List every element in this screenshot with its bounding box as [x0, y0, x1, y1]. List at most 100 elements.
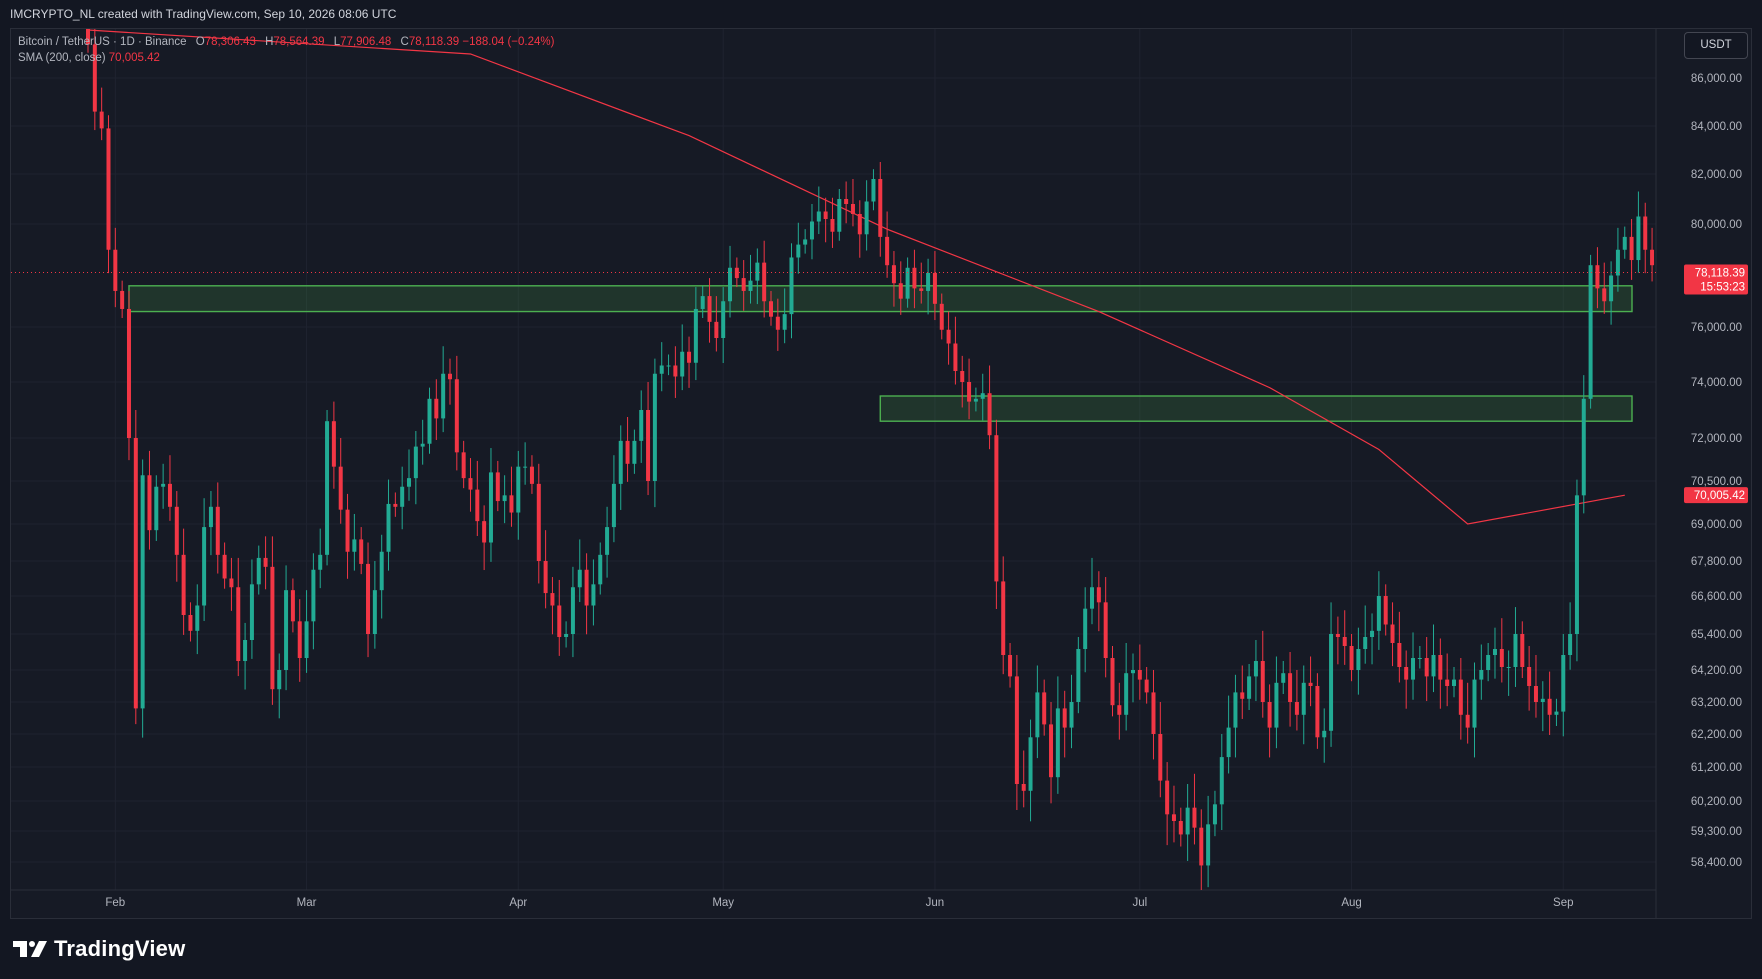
x-tick-label: Jun [926, 897, 945, 909]
candle-bullish [659, 342, 664, 392]
candle-bearish [529, 455, 534, 494]
candle-bearish [987, 365, 992, 450]
bar-countdown: 15:53:23 [1700, 281, 1745, 293]
candle-body [488, 472, 493, 543]
candle-body [693, 308, 698, 363]
candle-body [550, 593, 555, 606]
candle-body [1042, 692, 1047, 725]
candle-bullish [755, 248, 760, 305]
candle-bearish [1260, 630, 1265, 718]
candle-body [529, 466, 534, 484]
candle-body [652, 373, 657, 481]
candle-body [796, 244, 801, 258]
candle-body [1376, 596, 1381, 631]
candle-body [659, 365, 664, 374]
candle-body [1411, 658, 1416, 680]
candle-bearish [1499, 618, 1504, 683]
candle-body [728, 267, 733, 302]
candle-bullish [905, 257, 910, 308]
candle-body [721, 301, 726, 338]
candle-bearish [967, 358, 972, 420]
candle-body [379, 551, 384, 591]
candle-bearish [1397, 611, 1402, 683]
legend-indicator-value: 70,005.42 [108, 52, 160, 64]
candle-body [120, 290, 125, 309]
candle-bullish [1226, 695, 1231, 774]
candle-body [133, 438, 138, 709]
candle-body [393, 503, 398, 507]
candle-bullish [700, 285, 705, 318]
tradingview-branding[interactable]: TradingView [12, 936, 185, 962]
candle-bearish [1725, 192, 1729, 239]
legend-indicator-row[interactable]: SMA (200, close) 70,005.42 [18, 50, 554, 66]
candle-body [495, 472, 500, 502]
candle-body [1540, 698, 1545, 702]
candle-body [1158, 734, 1163, 781]
candle-bearish [290, 578, 295, 633]
candle-bearish [898, 261, 903, 315]
candle-body [1383, 596, 1388, 625]
candle-bearish [1383, 584, 1388, 636]
candle-body [1288, 673, 1293, 702]
candle-body [1636, 216, 1641, 261]
candle-bearish [1171, 785, 1176, 843]
candle-body [994, 435, 999, 582]
legend-symbol[interactable]: Bitcoin / TetherUS · 1D · Binance [18, 36, 187, 48]
candle-body [1247, 676, 1252, 699]
candle-bullish [379, 534, 384, 619]
candle-body [509, 495, 514, 513]
candle-bearish [1117, 682, 1122, 740]
candle-bullish [1035, 665, 1040, 759]
candle-bearish [625, 417, 630, 482]
candle-bearish [1240, 665, 1245, 719]
candle-body [1554, 711, 1559, 715]
candle-bearish [1390, 602, 1395, 667]
candle-bullish [1554, 698, 1559, 726]
candle-body [1568, 634, 1573, 655]
candle-bullish [208, 491, 213, 556]
candle-body [516, 466, 521, 513]
candle-bearish [461, 440, 466, 489]
candle-body [154, 486, 159, 531]
candle-bearish [366, 542, 371, 658]
chart-area[interactable] [10, 28, 1752, 919]
candle-body [1281, 673, 1286, 683]
currency-button[interactable]: USDT [1684, 32, 1748, 59]
candle-body [1438, 655, 1443, 680]
candle-bullish [1124, 643, 1129, 731]
candle-body [420, 443, 425, 447]
candle-bearish [734, 257, 739, 288]
candle-bullish [611, 455, 616, 543]
candle-body [249, 584, 254, 640]
candle-body [523, 466, 528, 468]
candle-bullish [816, 186, 821, 235]
candle-bearish [1335, 616, 1340, 665]
candle-bearish [1103, 577, 1108, 678]
x-tick-label: May [712, 897, 734, 909]
candle-bearish [1096, 571, 1101, 632]
candle-body [1349, 646, 1354, 670]
candle-body [1629, 236, 1634, 261]
tradingview-logo-text: TradingView [54, 936, 186, 961]
candle-body [919, 288, 924, 291]
candle-body [577, 569, 582, 588]
candle-bullish [249, 559, 254, 659]
candle-bullish [1219, 734, 1224, 830]
candle-bearish [167, 455, 172, 521]
candle-body [140, 475, 145, 709]
candle-bearish [1178, 807, 1183, 847]
candle-bearish [1137, 644, 1142, 700]
candle-body [1069, 702, 1074, 728]
candle-body [755, 262, 760, 281]
candle-body [1397, 643, 1402, 667]
tradingview-logo-icon [13, 941, 47, 957]
candle-bullish [284, 565, 289, 691]
candle-body [1322, 730, 1327, 738]
candle-bearish [1315, 673, 1320, 749]
candle-body [263, 557, 268, 567]
candle-body [92, 44, 97, 112]
candle-bearish [1533, 655, 1538, 718]
candle-body [973, 398, 978, 402]
candle-body [1705, 299, 1709, 300]
